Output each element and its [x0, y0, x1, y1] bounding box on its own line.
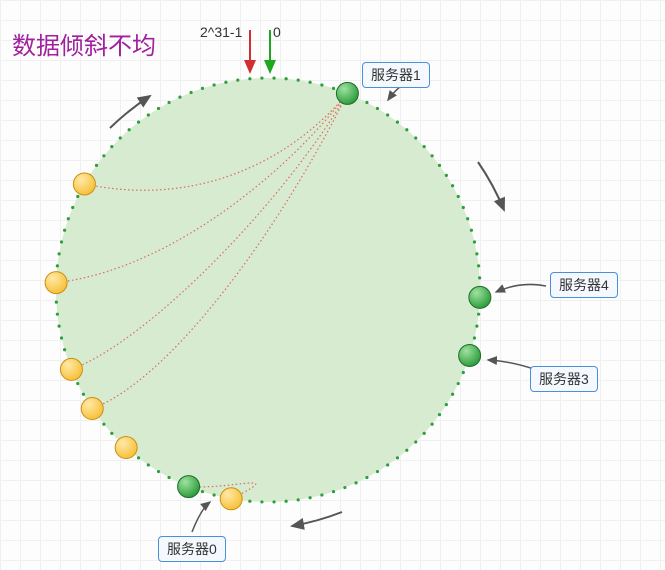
data-node-d6	[220, 488, 242, 510]
data-node-d1	[73, 173, 95, 195]
server-label-0: 服务器0	[158, 536, 226, 562]
data-node-d4	[81, 398, 103, 420]
rotation-arrow-1	[478, 162, 504, 210]
server-node-server3	[459, 345, 481, 367]
server-node-server4	[469, 286, 491, 308]
data-node-d5	[115, 437, 137, 459]
server-label-1: 服务器1	[362, 62, 430, 88]
server-label-4: 服务器4	[550, 272, 618, 298]
server-label-3: 服务器3	[530, 366, 598, 392]
server-node-server1	[336, 82, 358, 104]
server-connector-1	[496, 284, 546, 292]
server-node-server0	[178, 476, 200, 498]
rotation-arrow-2	[292, 512, 342, 526]
server-connector-3	[192, 502, 210, 532]
data-node-d3	[60, 358, 82, 380]
data-node-d2	[45, 272, 67, 294]
